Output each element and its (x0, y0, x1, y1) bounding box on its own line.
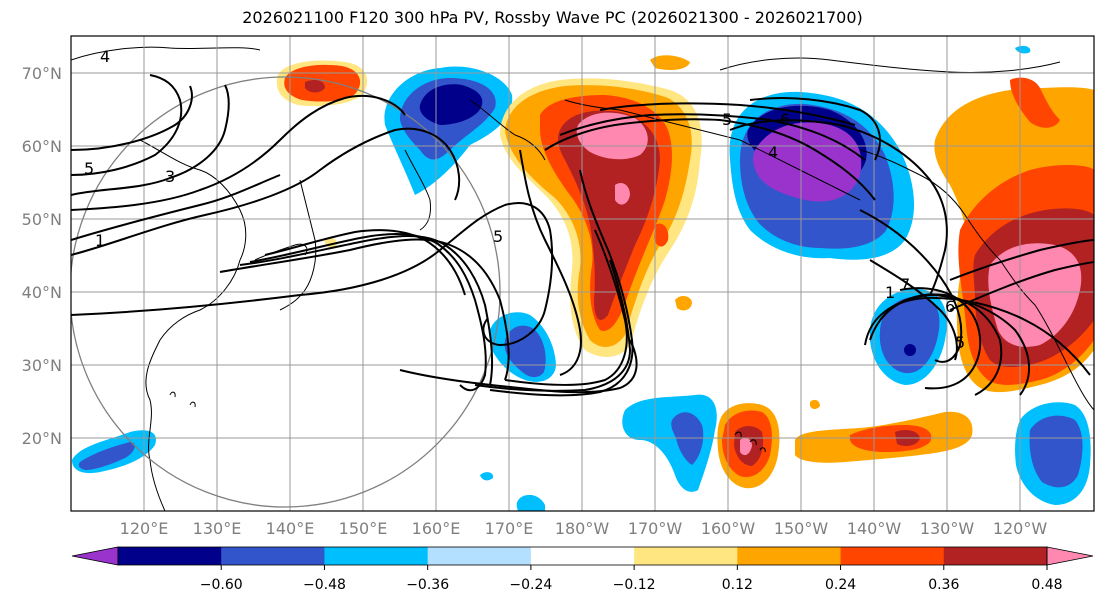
lat-label: 40°N (22, 283, 62, 302)
lon-label: 160°W (701, 519, 756, 538)
map-frame (70, 35, 1095, 512)
anomaly-positive-small-1 (675, 296, 692, 311)
lon-label: 120°E (120, 519, 169, 538)
colorbar: −0.60 −0.48 −0.36 −0.24 −0.12 0.12 0.24 0.36 0.4… (71, 546, 1094, 593)
anomaly-positive-hawaii (717, 403, 780, 489)
contour-label: 6 (945, 297, 955, 316)
lon-label: 150°E (339, 519, 388, 538)
colorbar-segment (943, 547, 1048, 565)
anomaly-negative-tropics-165w (622, 394, 717, 492)
colorbar-tick-label: −0.36 (406, 577, 449, 593)
colorbar-tick-label: −0.12 (613, 577, 656, 593)
anomaly-positive-small-3 (650, 55, 690, 70)
anomaly-positive-siberia (276, 60, 368, 107)
colorbar-border (117, 546, 1048, 566)
colorbar-tick-label: 0.12 (722, 577, 753, 593)
colorbar-segment (324, 547, 429, 565)
lon-label: 170°W (628, 519, 683, 538)
anomaly-positive-small-2 (810, 399, 820, 409)
lat-label: 30°N (22, 356, 62, 375)
lon-label: 130°W (920, 519, 975, 538)
contour-label: 6 (780, 110, 790, 129)
anomaly-negative-california (869, 289, 947, 385)
anomaly-positive-west-coast (934, 77, 1094, 393)
lon-label: 140°E (266, 519, 315, 538)
colorbar-segment (737, 547, 842, 565)
colorbar-segment (221, 547, 325, 565)
colorbar-segment (118, 547, 222, 565)
contour-labels: 4 5 3 1 5 5 6 4 1 7 6 5 (84, 47, 965, 352)
pv-contours (71, 74, 1094, 397)
contour-label: 5 (84, 159, 94, 178)
map-content: 4 5 3 1 5 5 6 4 1 7 6 5 (71, 36, 1094, 511)
contour-label: 4 (100, 47, 110, 66)
anomaly-positive-bering (500, 78, 702, 357)
colorbar-segment (530, 547, 635, 565)
contour-label: 5 (722, 110, 732, 129)
contour-label: 4 (768, 143, 778, 162)
lat-label: 70°N (22, 64, 62, 83)
colorbar-segment (840, 547, 945, 565)
colorbar-tick-label: −0.48 (303, 577, 346, 593)
colorbar-extend-high (1046, 546, 1094, 566)
lon-label: 170°E (485, 519, 534, 538)
contour-label: 3 (165, 167, 175, 186)
lat-label: 20°N (22, 429, 62, 448)
lon-label: 180°W (555, 519, 610, 538)
reference-circle (71, 76, 501, 508)
colorbar-tick-label: −0.60 (200, 577, 243, 593)
colorbar-tick-label: 0.36 (928, 577, 959, 593)
lon-label: 160°E (412, 519, 461, 538)
contour-label: 1 (95, 231, 105, 250)
latitude-labels: 70°N 60°N 50°N 40°N 30°N 20°N (22, 64, 62, 448)
colorbar-tick-label: 0.24 (825, 577, 856, 593)
contour-label: 1 (885, 283, 895, 302)
colorbar-segment (634, 547, 738, 565)
contour-label: 7 (900, 275, 910, 294)
anomaly-negative-small-arctic (1015, 45, 1031, 54)
anomaly-negative-east-pacific (1015, 402, 1091, 505)
colorbar-segment (427, 547, 532, 565)
anomaly-negative-south-china-sea (72, 430, 156, 474)
colorbar-tick-label: 0.48 (1031, 577, 1062, 593)
gridlines (71, 36, 1094, 511)
anomaly-negative-small-south (516, 494, 545, 511)
contour-label: 5 (955, 333, 965, 352)
map-title: 2026021100 F120 300 hPa PV, Rossby Wave … (242, 8, 863, 27)
lon-label: 130°E (193, 519, 242, 538)
anomaly-negative-small-dot (480, 472, 494, 481)
longitude-labels: 120°E 130°E 140°E 150°E 160°E 170°E 180°… (120, 519, 1048, 538)
colorbar-tick-label: −0.24 (509, 577, 552, 593)
lon-label: 140°W (847, 519, 902, 538)
lat-label: 50°N (22, 210, 62, 229)
contour-label: 5 (493, 227, 503, 246)
lat-label: 60°N (22, 137, 62, 156)
colorbar-extend-low (71, 546, 119, 566)
anomaly-negative-kamchatka (384, 66, 513, 196)
lon-label: 120°W (993, 519, 1048, 538)
lon-label: 150°W (774, 519, 829, 538)
coastlines (71, 46, 1094, 511)
